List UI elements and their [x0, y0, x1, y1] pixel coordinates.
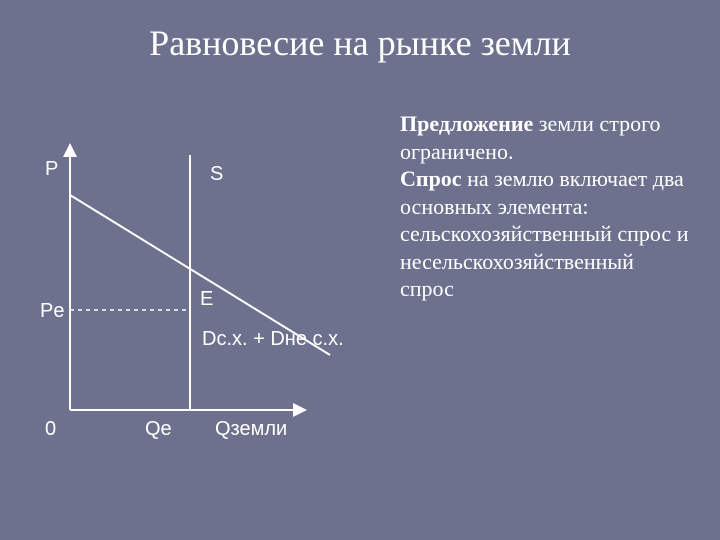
- body-text: Предложение земли строго ограничено. Спр…: [400, 110, 690, 303]
- e-label: E: [200, 288, 213, 310]
- pe-label: Pe: [40, 300, 64, 322]
- q-axis-label: Qземли: [215, 418, 287, 440]
- equilibrium-chart: P S E Pe Dc.x. + Dне с.х. 0 Qe Qземли: [40, 140, 380, 460]
- bold-supply: Предложение: [400, 111, 533, 136]
- demand-label: Dc.x. + Dне с.х.: [202, 328, 344, 350]
- page-title: Равновесие на рынке земли: [0, 22, 720, 64]
- bold-demand: Спрос: [400, 166, 462, 191]
- origin-label: 0: [45, 418, 56, 440]
- p-axis-label: P: [45, 158, 58, 180]
- s-label: S: [210, 163, 223, 185]
- qe-label: Qe: [145, 418, 172, 440]
